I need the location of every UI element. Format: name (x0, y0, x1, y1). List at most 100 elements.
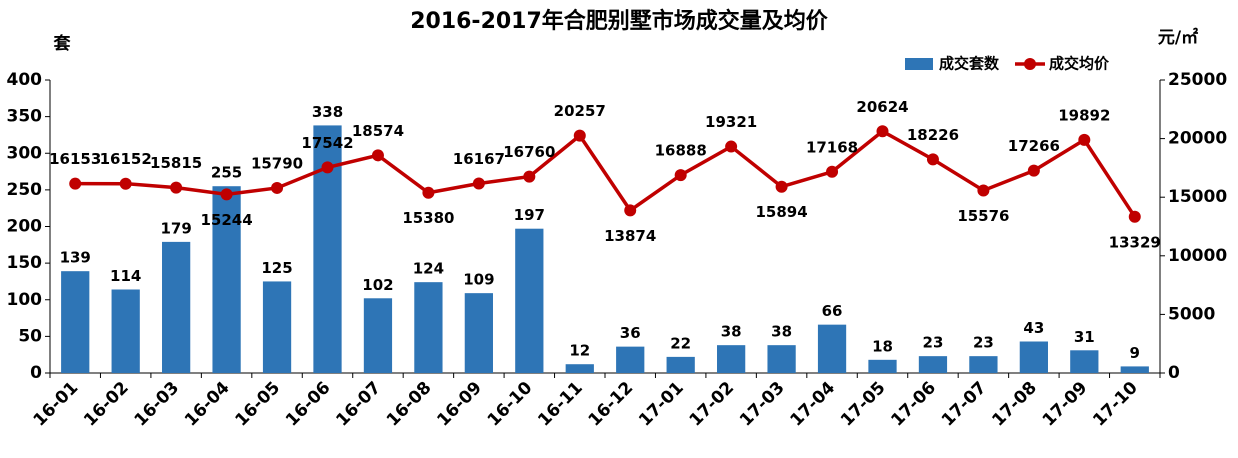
x-tick-label: 16-11 (534, 378, 587, 431)
line-value-label: 15244 (200, 211, 252, 229)
y2-tick-label: 20000 (1168, 129, 1227, 149)
bar-value-label: 31 (1074, 328, 1095, 346)
y-tick-label: 400 (7, 70, 43, 90)
x-tick-label: 17-09 (1039, 378, 1092, 431)
bar-value-label: 109 (463, 271, 494, 289)
legend-swatch (1024, 58, 1036, 70)
bar (515, 228, 544, 373)
y-tick-label: 200 (7, 217, 43, 237)
x-tick-label: 17-01 (635, 378, 688, 431)
bar-value-label: 36 (620, 324, 641, 342)
x-tick-label: 16-06 (282, 378, 335, 431)
bar (918, 356, 948, 373)
bar-value-label: 255 (211, 164, 242, 182)
bar (262, 281, 292, 373)
line-marker (1128, 210, 1141, 223)
line-value-label: 15380 (402, 209, 454, 227)
y2-tick-label: 10000 (1168, 246, 1227, 266)
line-value-label: 18226 (907, 126, 959, 144)
bar-value-label: 38 (721, 323, 742, 341)
bar (767, 345, 796, 373)
bar (111, 289, 140, 373)
line-marker (119, 177, 132, 190)
line-value-label: 16153 (49, 150, 101, 168)
x-tick-label: 16-01 (30, 378, 83, 431)
line-value-label: 13329 (1109, 233, 1161, 251)
x-tick-label: 16-12 (585, 378, 638, 431)
bar (414, 282, 443, 373)
x-tick-label: 17-06 (887, 378, 940, 431)
line-value-label: 15815 (150, 154, 202, 172)
bar (868, 359, 897, 373)
y-tick-label: 50 (18, 326, 42, 346)
bar (212, 186, 241, 373)
bar-value-label: 43 (1023, 319, 1044, 337)
line-value-label: 17266 (1008, 137, 1060, 155)
y-tick-label: 0 (30, 363, 42, 383)
line-marker (69, 177, 82, 190)
line-value-label: 20257 (554, 102, 606, 120)
bar (666, 356, 695, 373)
legend-label: 成交套数 (939, 55, 1000, 73)
bar (1019, 341, 1048, 373)
line-marker (926, 153, 939, 166)
line-marker (523, 170, 536, 183)
line-marker (271, 181, 284, 194)
bar-value-label: 12 (569, 342, 590, 360)
line-marker (422, 186, 435, 199)
bar-value-label: 139 (60, 249, 91, 267)
y2-tick-label: 0 (1168, 363, 1180, 383)
x-tick-label: 17-02 (686, 378, 739, 431)
bar-value-label: 179 (160, 219, 191, 237)
bar (817, 324, 847, 373)
y2-tick-label: 5000 (1168, 304, 1215, 324)
y-tick-label: 300 (7, 143, 43, 163)
bar-value-label: 66 (822, 302, 843, 320)
bar (969, 356, 998, 373)
line-value-label: 19321 (705, 113, 757, 131)
line-marker (472, 177, 485, 190)
bar (464, 293, 493, 373)
bar (616, 346, 645, 373)
y-tick-label: 150 (7, 253, 43, 273)
line-marker (371, 149, 384, 162)
line-value-label: 16152 (100, 150, 152, 168)
line-marker (573, 129, 586, 142)
line-value-label: 15576 (957, 207, 1009, 225)
x-tick-label: 16-08 (383, 378, 436, 431)
bar-value-label: 114 (110, 267, 141, 285)
line-marker (170, 181, 183, 194)
bar (1120, 366, 1149, 373)
bar-value-label: 38 (771, 323, 792, 341)
x-tick-label: 16-03 (131, 378, 184, 431)
line-marker (876, 125, 889, 138)
bar-value-label: 124 (413, 260, 444, 278)
y-axis-label: 套 (53, 33, 72, 54)
bar-value-label: 23 (973, 334, 994, 352)
line-value-label: 16888 (655, 142, 707, 160)
line-marker (1078, 133, 1091, 146)
y2-axis-label: 元/㎡ (1158, 27, 1198, 48)
bar-value-label: 23 (923, 334, 944, 352)
line-marker (1027, 164, 1040, 177)
bar (1070, 350, 1099, 373)
line-value-label: 20624 (856, 98, 908, 116)
line-marker (826, 165, 839, 178)
bar (162, 241, 191, 373)
bar (363, 298, 393, 373)
line-value-label: 19892 (1058, 106, 1110, 124)
bar-value-label: 22 (670, 334, 691, 352)
line-marker (321, 161, 334, 174)
bar (717, 345, 746, 373)
line-marker (725, 140, 738, 153)
line-value-label: 16760 (503, 143, 555, 161)
line-marker (624, 204, 637, 217)
x-tick-label: 16-04 (181, 378, 234, 431)
x-tick-label: 16-07 (332, 378, 385, 431)
line-marker (674, 169, 687, 182)
x-tick-label: 17-05 (837, 378, 890, 431)
line-value-label: 15894 (755, 203, 807, 221)
x-tick-label: 17-07 (938, 378, 991, 431)
line-marker (775, 180, 788, 193)
